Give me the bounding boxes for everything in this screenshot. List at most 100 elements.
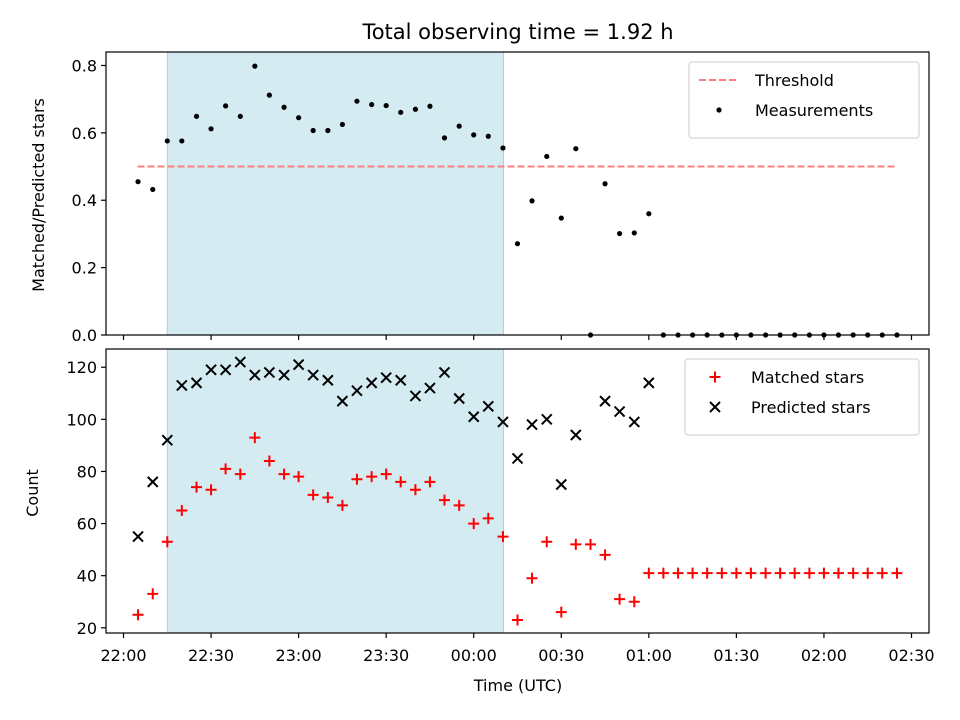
matched-stars-point — [191, 481, 203, 493]
count-panel: 20 40 60 80 100 120 22:00 22:30 23:00 23:30 00:00 0… — [66, 348, 935, 665]
measurement-point — [500, 145, 506, 151]
measurement-point — [616, 230, 623, 237]
chart-title: Total observing time = 1.92 h — [361, 20, 673, 44]
x-axis-label: Time (UTC) — [473, 676, 562, 695]
matched-stars-point — [512, 614, 523, 626]
matched-stars-point — [234, 468, 246, 480]
legend: Matched stars Predicted stars — [684, 358, 920, 436]
measurement-point — [631, 230, 637, 236]
measurement-point — [179, 138, 185, 144]
predicted-stars-point — [468, 411, 480, 423]
predicted-stars-point — [292, 358, 305, 371]
y-tick-label: 0.8 — [72, 56, 97, 75]
matched-stars-point — [380, 468, 392, 480]
matched-stars-point — [132, 609, 144, 621]
matched-stars-point — [526, 572, 538, 584]
predicted-stars-point — [394, 374, 407, 386]
predicted-stars-point — [190, 377, 203, 389]
legend-label: Matched stars — [751, 368, 864, 387]
y-tick-label: 20 — [77, 619, 97, 638]
x-tick-label: 22:00 — [100, 646, 146, 665]
measurement-point — [296, 115, 302, 121]
legend-predicted-swatch — [709, 401, 721, 413]
measurement-point — [281, 104, 287, 110]
matched-stars-point — [599, 549, 611, 561]
matched-stars-point — [570, 538, 582, 550]
x-tick-label: 23:00 — [276, 646, 322, 665]
measurement-point — [441, 135, 448, 141]
predicted-stars-point — [132, 530, 144, 543]
legend-matched-swatch — [709, 371, 721, 383]
legend-box — [684, 358, 920, 436]
top-y-axis-label: Matched/Predicted stars — [29, 98, 48, 292]
matched-stars-point — [760, 567, 772, 579]
matched-stars-point — [876, 567, 888, 579]
predicted-stars-point — [497, 416, 509, 428]
matched-stars-point — [745, 567, 757, 579]
measurement-point — [135, 179, 141, 185]
predicted-stars-point — [205, 364, 217, 376]
y-tick-label: 60 — [77, 515, 97, 534]
predicted-stars-point — [409, 390, 422, 402]
predicted-stars-point — [351, 384, 363, 397]
predicted-stars-point — [613, 405, 626, 418]
predicted-stars-point — [336, 395, 349, 407]
matched-stars-point — [482, 512, 494, 524]
measurement-point — [150, 186, 156, 193]
matched-stars-point — [774, 567, 786, 579]
y-tick-label: 80 — [77, 462, 97, 481]
measurement-point — [266, 92, 272, 98]
legend: Threshold Measurements — [688, 61, 920, 139]
predicted-stars-point — [643, 377, 655, 389]
predicted-stars-point — [234, 356, 247, 368]
matched-stars-point — [205, 484, 217, 496]
predicted-stars-point — [599, 395, 611, 407]
y-tick-label: 0.6 — [72, 124, 97, 143]
matched-stars-point — [453, 499, 465, 511]
x-tick-label: 00:30 — [538, 646, 584, 665]
measurement-point — [602, 181, 608, 187]
matched-stars-point — [716, 567, 728, 579]
matched-stars-point — [730, 567, 742, 579]
legend-label: Measurements — [755, 101, 873, 120]
matched-stars-point — [701, 567, 713, 579]
measurement-point — [544, 153, 550, 160]
predicted-stars-point — [438, 366, 451, 379]
x-tick-label: 23:30 — [363, 646, 409, 665]
y-tick-label: 40 — [77, 567, 97, 586]
matched-stars-point — [657, 567, 669, 579]
predicted-stars-point — [570, 429, 582, 441]
measurement-point — [208, 126, 214, 132]
matched-stars-point — [220, 463, 232, 475]
predicted-stars-point — [176, 379, 188, 392]
observing-window-span — [167, 349, 504, 633]
matched-stars-point — [687, 567, 699, 579]
predicted-stars-point — [453, 392, 465, 405]
y-tick-label: 0.0 — [72, 326, 97, 345]
matched-stars-point — [628, 596, 640, 608]
matched-stars-point — [497, 531, 509, 543]
matched-stars-point — [832, 567, 844, 579]
predicted-stars-point — [541, 413, 553, 426]
measurement-point — [339, 121, 345, 128]
predicted-stars-point — [263, 366, 276, 379]
matched-stars-point — [818, 567, 830, 579]
predicted-stars-point — [511, 452, 524, 465]
x-tick-label: 22:30 — [188, 646, 234, 665]
bottom-y-axis-label: Count — [23, 469, 42, 517]
matched-stars-point — [424, 476, 436, 488]
legend-label: Threshold — [754, 71, 834, 90]
measurement-point — [558, 215, 564, 221]
legend-label: Predicted stars — [751, 398, 871, 417]
matched-stars-point — [614, 593, 626, 605]
predicted-stars-point — [380, 371, 392, 384]
matched-stars-point — [409, 484, 421, 496]
matched-stars-point — [789, 567, 801, 579]
predicted-stars-point — [219, 364, 232, 376]
measurement-point — [222, 103, 229, 109]
measurement-point — [646, 211, 652, 217]
axes-frame — [105, 348, 930, 634]
matched-stars-point — [585, 538, 597, 550]
matched-stars-point — [293, 471, 305, 483]
predicted-stars-point — [161, 434, 173, 446]
